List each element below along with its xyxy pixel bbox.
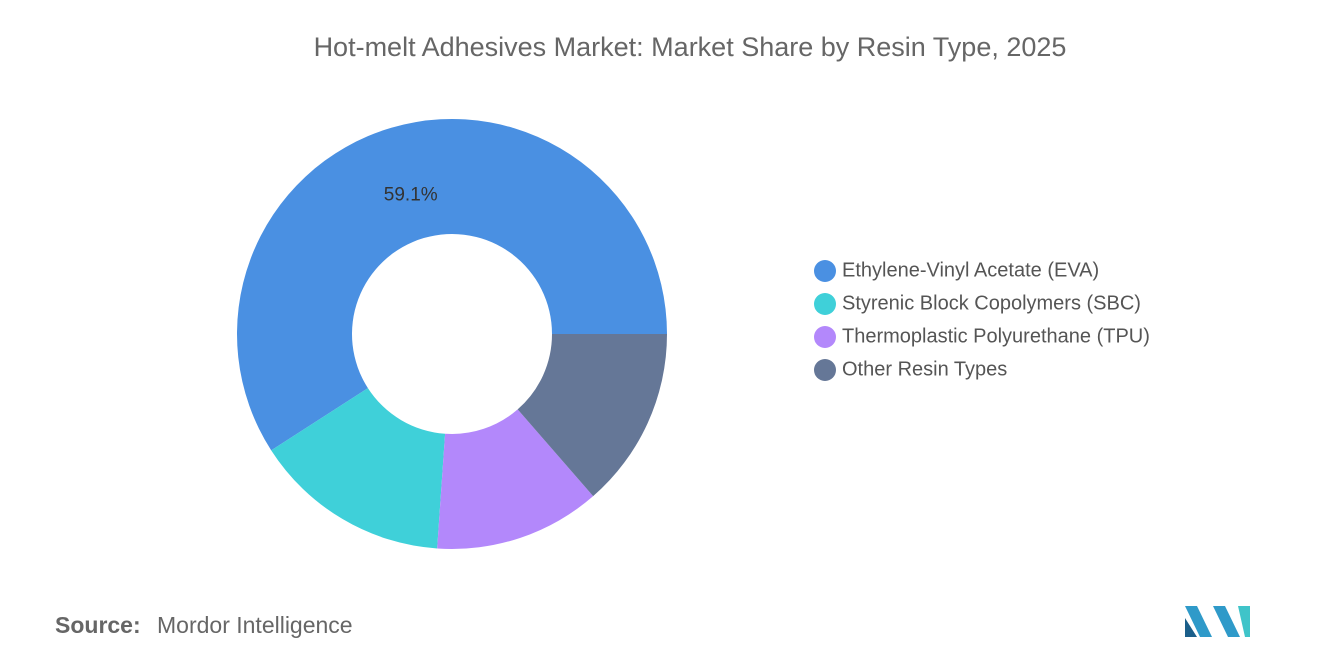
logo-part: [1213, 606, 1240, 637]
legend-marker: [814, 326, 836, 348]
legend-label: Thermoplastic Polyurethane (TPU): [842, 325, 1150, 347]
donut-slice: [517, 334, 667, 497]
logo: [1185, 606, 1250, 637]
source-text: Mordor Intelligence: [157, 612, 353, 638]
legend-marker: [814, 359, 836, 381]
chart-title: Hot-melt Adhesives Market: Market Share …: [314, 32, 1067, 62]
legend-label: Styrenic Block Copolymers (SBC): [842, 292, 1141, 314]
data-label: 59.1%: [384, 184, 438, 205]
donut-slice: [237, 119, 667, 451]
logo-part: [1185, 606, 1212, 637]
legend-label: Ethylene-Vinyl Acetate (EVA): [842, 259, 1099, 281]
logo-part: [1185, 618, 1197, 637]
legend-label: Other Resin Types: [842, 358, 1007, 380]
donut-slice: [437, 409, 594, 549]
legend-marker: [814, 260, 836, 282]
donut-slice: [271, 388, 446, 549]
logo-part: [1238, 606, 1250, 637]
source-label: Source:: [55, 612, 141, 638]
legend-marker: [814, 293, 836, 315]
